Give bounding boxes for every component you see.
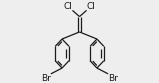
Text: Br: Br bbox=[108, 74, 118, 83]
Text: Cl: Cl bbox=[87, 2, 96, 11]
Text: Br: Br bbox=[41, 74, 51, 83]
Text: Cl: Cl bbox=[63, 2, 72, 11]
